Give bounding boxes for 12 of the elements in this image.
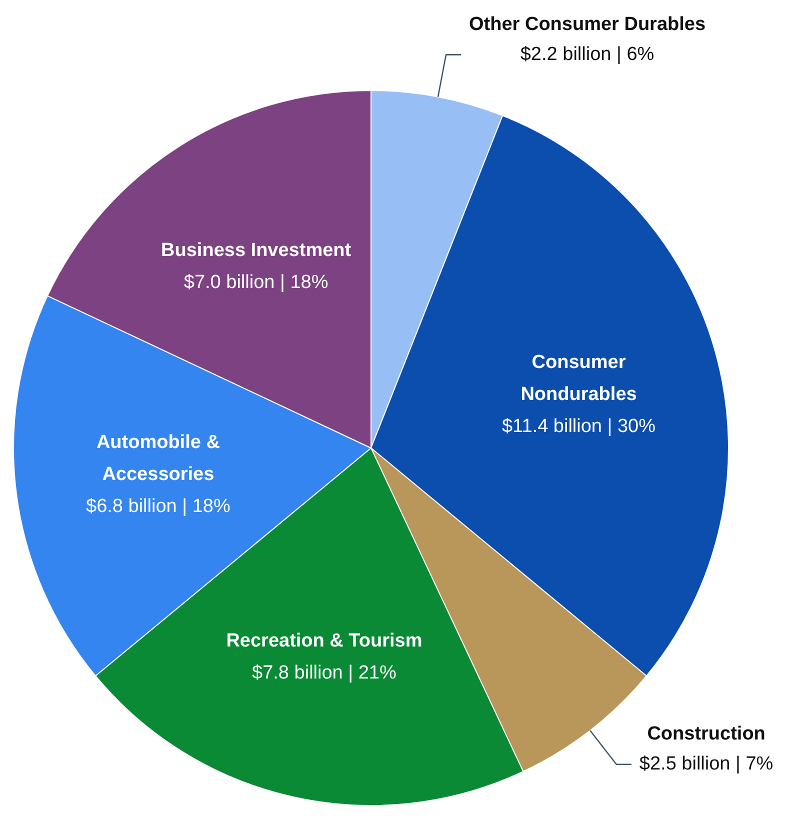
slice-label: Consumer Nondurables bbox=[520, 352, 637, 405]
slice-label: Other Consumer Durables bbox=[469, 14, 706, 35]
data-label: $11.4 billion | 30% bbox=[502, 416, 656, 437]
data-label: $2.2 billion | 6% bbox=[520, 44, 654, 65]
slice-label: Business Investment bbox=[161, 240, 352, 262]
data-label: $2.5 billion | 7% bbox=[639, 754, 774, 775]
slice-label: Recreation & Tourism bbox=[226, 630, 422, 652]
data-label: $6.8 billion | 18% bbox=[86, 496, 230, 518]
slice-label: Automobile & Accessories bbox=[96, 432, 220, 486]
data-label: $7.0 billion | 18% bbox=[184, 272, 328, 294]
data-label: $7.8 billion | 21% bbox=[252, 662, 396, 684]
slice-label: Construction bbox=[647, 724, 766, 745]
